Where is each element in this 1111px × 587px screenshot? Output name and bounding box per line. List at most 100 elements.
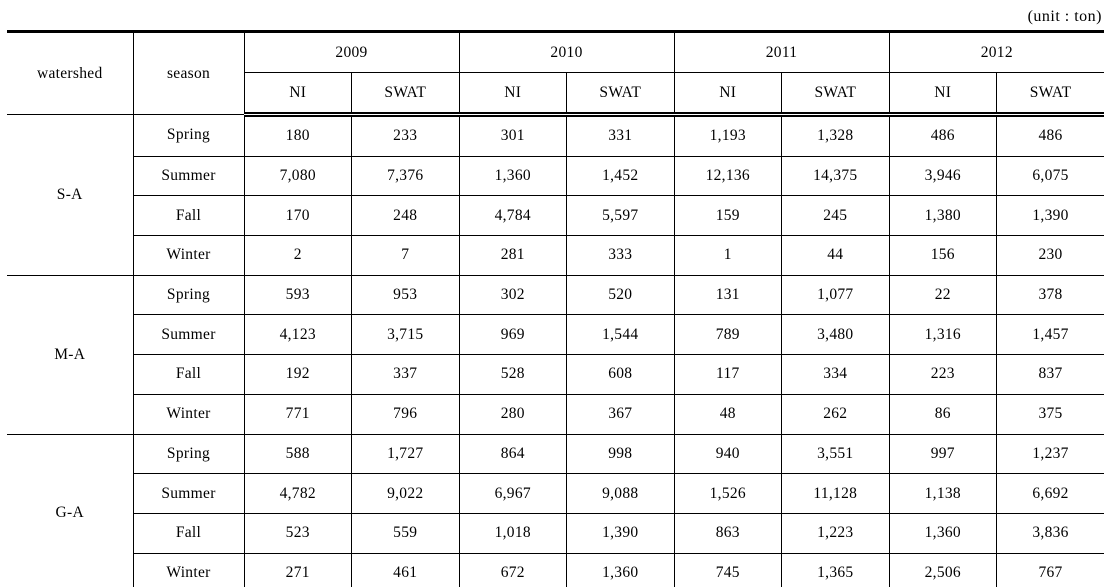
seasonal-load-table: watershed season 2009 2010 2011 2012 NI SWAT NI S… xyxy=(7,30,1105,587)
year-header: 2012 xyxy=(888,31,1105,73)
value-cell: 1,526 xyxy=(673,473,782,514)
value-cell: 1,077 xyxy=(781,274,890,315)
season-cell: Fall xyxy=(132,354,244,395)
value-cell: 6,692 xyxy=(996,473,1105,514)
table-row: Summer 7,080 7,376 1,360 1,452 12,136 14,375 3,… xyxy=(7,155,1105,196)
value-cell: 1,316 xyxy=(888,314,997,355)
value-cell: 131 xyxy=(673,274,782,315)
value-cell: 593 xyxy=(243,274,352,315)
value-cell: 9,022 xyxy=(351,473,460,514)
value-cell: 745 xyxy=(673,552,782,587)
value-cell: 7,376 xyxy=(351,155,460,196)
table-row: Winter 771 796 280 367 48 262 86 375 xyxy=(7,393,1105,434)
value-cell: 1,390 xyxy=(996,195,1105,236)
value-cell: 1 xyxy=(673,235,782,276)
season-cell: Fall xyxy=(132,512,244,554)
value-cell: 333 xyxy=(566,235,675,276)
value-cell: 837 xyxy=(996,354,1105,395)
season-cell: Fall xyxy=(132,195,244,236)
value-cell: 559 xyxy=(351,512,460,554)
value-cell: 1,380 xyxy=(888,195,997,236)
value-cell: 3,480 xyxy=(781,314,890,355)
unit-label: (unit : ton) xyxy=(1027,8,1102,25)
value-cell: 588 xyxy=(243,433,352,474)
season-cell: Summer xyxy=(132,314,244,355)
value-cell: 3,836 xyxy=(996,512,1105,554)
value-cell: 1,193 xyxy=(673,114,782,157)
value-cell: 170 xyxy=(243,195,352,236)
value-cell: 159 xyxy=(673,195,782,236)
table-row: Fall 523 559 1,018 1,390 863 1,223 1,360 3,836 xyxy=(7,512,1105,554)
value-cell: 3,551 xyxy=(781,433,890,474)
season-cell: Summer xyxy=(132,473,244,514)
value-cell: 337 xyxy=(351,354,460,395)
value-cell: 998 xyxy=(566,433,675,474)
season-cell: Spring xyxy=(132,274,244,315)
value-cell: 14,375 xyxy=(781,155,890,196)
swat-subheader: SWAT xyxy=(566,72,675,117)
value-cell: 223 xyxy=(888,354,997,395)
swat-subheader: SWAT xyxy=(781,72,890,117)
value-cell: 11,128 xyxy=(781,473,890,514)
value-cell: 301 xyxy=(458,114,567,157)
table-body: S-A Spring 180 233 301 331 1,193 1,328 486 486 Sum… xyxy=(7,114,1105,587)
value-cell: 12,136 xyxy=(673,155,782,196)
value-cell: 1,390 xyxy=(566,512,675,554)
value-cell: 461 xyxy=(351,552,460,587)
ni-subheader: NI xyxy=(888,72,997,117)
watershed-cell: G-A xyxy=(7,433,133,587)
value-cell: 953 xyxy=(351,274,460,315)
value-cell: 233 xyxy=(351,114,460,157)
value-cell: 6,967 xyxy=(458,473,567,514)
value-cell: 672 xyxy=(458,552,567,587)
value-cell: 789 xyxy=(673,314,782,355)
table-row: Summer 4,123 3,715 969 1,544 789 3,480 1,316 1,4… xyxy=(7,314,1105,355)
watershed-cell: M-A xyxy=(7,274,133,434)
value-cell: 1,727 xyxy=(351,433,460,474)
table-row: S-A Spring 180 233 301 331 1,193 1,328 486 486 xyxy=(7,114,1105,276)
value-cell: 4,784 xyxy=(458,195,567,236)
table-row: Summer 4,782 9,022 6,967 9,088 1,526 11,128 1,1… xyxy=(7,473,1105,514)
table-row: G-A Spring 588 1,727 864 998 940 3,551 997 1,237 xyxy=(7,433,1105,587)
value-cell: 180 xyxy=(243,114,352,157)
value-cell: 1,018 xyxy=(458,512,567,554)
year-header: 2010 xyxy=(458,31,675,73)
year-header: 2009 xyxy=(243,31,460,73)
watershed-cell: S-A xyxy=(7,114,133,276)
value-cell: 375 xyxy=(996,393,1105,434)
value-cell: 302 xyxy=(458,274,567,315)
value-cell: 1,328 xyxy=(781,114,890,157)
value-cell: 117 xyxy=(673,354,782,395)
value-cell: 1,365 xyxy=(781,552,890,587)
value-cell: 248 xyxy=(351,195,460,236)
value-cell: 3,946 xyxy=(888,155,997,196)
value-cell: 969 xyxy=(458,314,567,355)
value-cell: 520 xyxy=(566,274,675,315)
table-row: M-A Spring 593 953 302 520 131 1,077 22 378 xyxy=(7,274,1105,434)
value-cell: 940 xyxy=(673,433,782,474)
value-cell: 796 xyxy=(351,393,460,434)
value-cell: 1,452 xyxy=(566,155,675,196)
value-cell: 1,360 xyxy=(888,512,997,554)
value-cell: 771 xyxy=(243,393,352,434)
table-row: Winter 2 7 281 333 1 44 156 230 xyxy=(7,235,1105,276)
season-cell: Summer xyxy=(132,155,244,196)
value-cell: 608 xyxy=(566,354,675,395)
season-column-header: season xyxy=(132,31,244,115)
value-cell: 863 xyxy=(673,512,782,554)
value-cell: 528 xyxy=(458,354,567,395)
value-cell: 4,123 xyxy=(243,314,352,355)
value-cell: 1,138 xyxy=(888,473,997,514)
value-cell: 523 xyxy=(243,512,352,554)
value-cell: 331 xyxy=(566,114,675,157)
ni-subheader: NI xyxy=(458,72,567,117)
value-cell: 5,597 xyxy=(566,195,675,236)
value-cell: 2,506 xyxy=(888,552,997,587)
value-cell: 367 xyxy=(566,393,675,434)
value-cell: 486 xyxy=(996,114,1105,157)
season-cell: Winter xyxy=(132,235,244,276)
value-cell: 44 xyxy=(781,235,890,276)
year-header: 2011 xyxy=(673,31,890,73)
value-cell: 767 xyxy=(996,552,1105,587)
value-cell: 48 xyxy=(673,393,782,434)
